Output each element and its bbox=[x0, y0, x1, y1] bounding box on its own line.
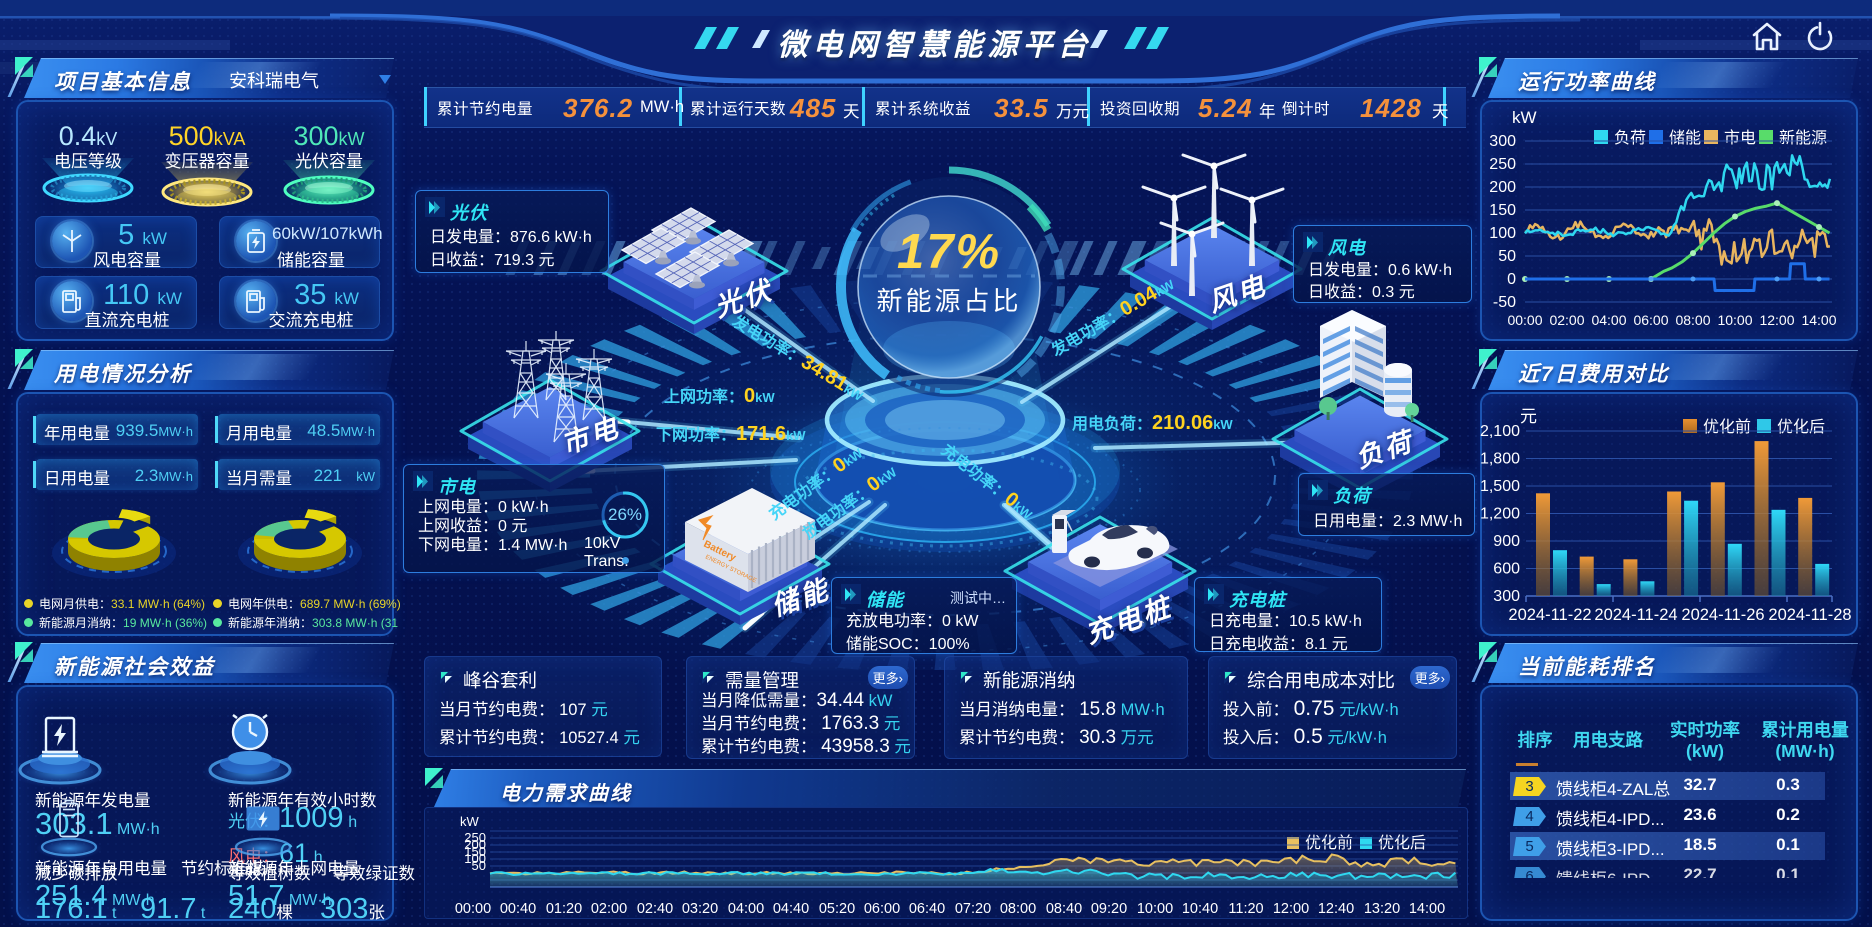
svg-text:08:40: 08:40 bbox=[1046, 901, 1082, 917]
svg-text:04:00: 04:00 bbox=[1591, 312, 1626, 328]
svg-text:14:00: 14:00 bbox=[1801, 312, 1836, 328]
svg-text:2024-11-28: 2024-11-28 bbox=[1768, 606, 1851, 624]
svg-text:13:20: 13:20 bbox=[1364, 901, 1400, 917]
svg-text:02:00: 02:00 bbox=[1549, 312, 1584, 328]
svg-text:250: 250 bbox=[464, 830, 486, 845]
svg-text:12:00: 12:00 bbox=[1759, 312, 1794, 328]
svg-text:00:00: 00:00 bbox=[1507, 312, 1542, 328]
svg-text:04:40: 04:40 bbox=[773, 901, 809, 917]
svg-text:17%: 17% bbox=[897, 225, 1001, 279]
svg-text:04:00: 04:00 bbox=[728, 901, 764, 917]
svg-text:02:00: 02:00 bbox=[591, 901, 627, 917]
svg-text:06:00: 06:00 bbox=[1633, 312, 1668, 328]
svg-text:08:00: 08:00 bbox=[1000, 901, 1036, 917]
svg-text:02:40: 02:40 bbox=[637, 901, 673, 917]
svg-text:09:20: 09:20 bbox=[1091, 901, 1127, 917]
svg-text:1,500: 1,500 bbox=[1480, 478, 1520, 495]
svg-text:12:00: 12:00 bbox=[1273, 901, 1309, 917]
svg-text:10:40: 10:40 bbox=[1182, 901, 1218, 917]
svg-text:2024-11-22: 2024-11-22 bbox=[1508, 606, 1591, 624]
svg-text:150: 150 bbox=[464, 844, 486, 859]
svg-text:07:20: 07:20 bbox=[955, 901, 991, 917]
svg-text:600: 600 bbox=[1493, 561, 1520, 578]
svg-text:200: 200 bbox=[464, 837, 486, 852]
svg-text:2,100: 2,100 bbox=[1480, 423, 1520, 440]
svg-text:300: 300 bbox=[1493, 588, 1520, 605]
svg-text:06:00: 06:00 bbox=[864, 901, 900, 917]
svg-text:900: 900 bbox=[1493, 533, 1520, 550]
svg-text:200: 200 bbox=[1489, 179, 1516, 196]
svg-text:11:20: 11:20 bbox=[1228, 901, 1263, 917]
svg-text:50: 50 bbox=[472, 858, 486, 873]
svg-text:0: 0 bbox=[1507, 271, 1516, 288]
svg-text:250: 250 bbox=[1489, 156, 1516, 173]
svg-text:14:00: 14:00 bbox=[1409, 901, 1445, 917]
svg-text:10:00: 10:00 bbox=[1717, 312, 1752, 328]
svg-text:03:20: 03:20 bbox=[682, 901, 718, 917]
svg-text:50: 50 bbox=[1498, 248, 1516, 265]
svg-text:100: 100 bbox=[1489, 225, 1516, 242]
svg-text:01:20: 01:20 bbox=[546, 901, 582, 917]
svg-text:05:20: 05:20 bbox=[819, 901, 855, 917]
svg-text:08:00: 08:00 bbox=[1675, 312, 1710, 328]
svg-text:12:40: 12:40 bbox=[1318, 901, 1354, 917]
svg-text:00:00: 00:00 bbox=[455, 901, 491, 917]
svg-text:00:40: 00:40 bbox=[500, 901, 536, 917]
svg-text:150: 150 bbox=[1489, 202, 1516, 219]
svg-text:新能源占比: 新能源占比 bbox=[876, 286, 1021, 316]
svg-text:2024-11-26: 2024-11-26 bbox=[1681, 606, 1764, 624]
svg-text:10:00: 10:00 bbox=[1137, 901, 1173, 917]
svg-text:1,200: 1,200 bbox=[1480, 506, 1520, 523]
svg-text:06:40: 06:40 bbox=[909, 901, 945, 917]
svg-text:100: 100 bbox=[464, 851, 486, 866]
svg-text:1,800: 1,800 bbox=[1480, 451, 1520, 468]
svg-text:2024-11-24: 2024-11-24 bbox=[1594, 606, 1677, 624]
svg-text:300: 300 bbox=[1489, 133, 1516, 150]
svg-text:-50: -50 bbox=[1493, 294, 1516, 311]
